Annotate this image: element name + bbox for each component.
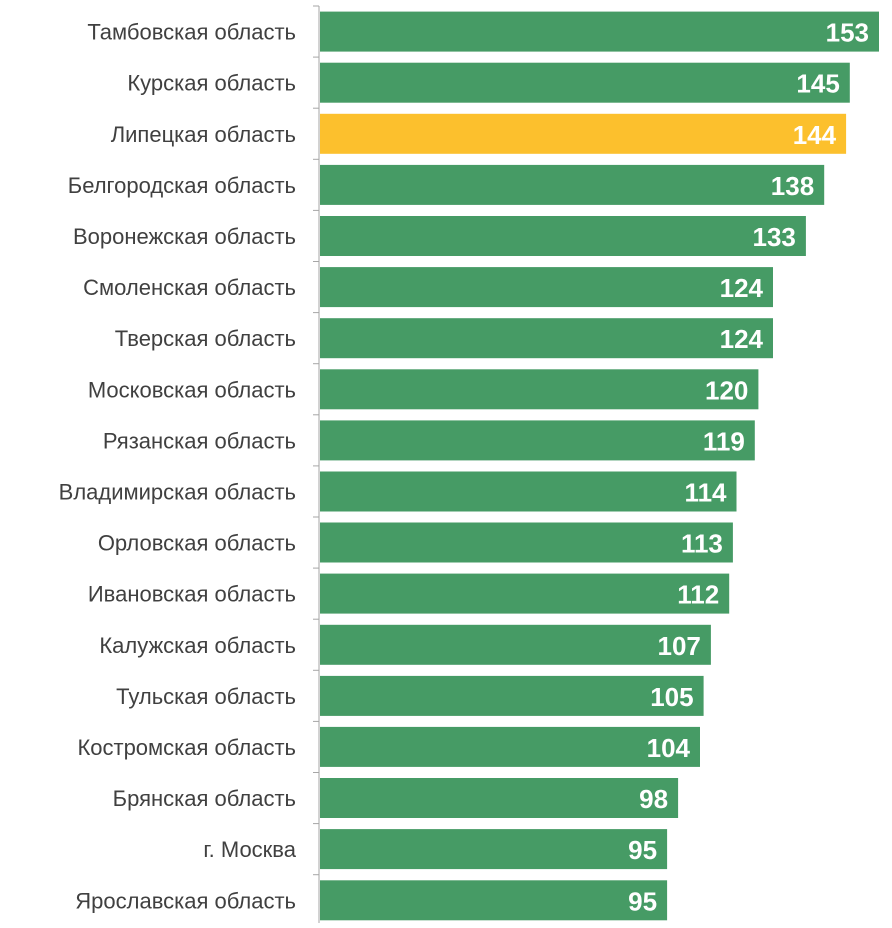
category-axis [313, 5, 320, 923]
bar-тамбовская-область [320, 11, 879, 52]
bar-воронежская-область [320, 216, 806, 256]
category-label: Тульская область [116, 684, 296, 709]
category-label: Курская область [127, 71, 296, 96]
bar-рязанская-область [320, 420, 755, 461]
value-label: 145 [796, 69, 839, 99]
bar-владимирская-область [320, 471, 737, 512]
bar-брянская-область [320, 778, 679, 818]
bar-белгородская-область [320, 164, 825, 205]
value-label: 120 [705, 375, 748, 405]
bar-московская-область [320, 369, 759, 410]
value-label: 112 [677, 580, 719, 610]
category-label: Владимирская область [59, 480, 296, 505]
category-label: Рязанская область [103, 428, 296, 453]
value-label: 124 [720, 273, 764, 303]
category-label: Ивановская область [88, 582, 296, 607]
category-label: г. Москва [203, 837, 296, 862]
category-label: Московская область [88, 377, 296, 402]
value-label: 114 [685, 478, 727, 508]
bar-калужская-область [320, 624, 711, 665]
category-label: Липецкая область [111, 122, 296, 147]
category-label: Воронежская область [73, 224, 296, 249]
bar-тульская-область [320, 675, 704, 716]
bar-костромская-область [320, 726, 700, 767]
value-label: 138 [771, 171, 814, 201]
bar-орловская-область [320, 522, 733, 563]
value-label: 144 [793, 120, 837, 150]
value-labels-layer: 153 145 144 138 133 124 124 120 119 114 113 112 107 1… [628, 18, 869, 917]
category-label: Брянская область [113, 786, 296, 811]
category-label: Ярославская область [75, 888, 296, 913]
value-label: 107 [658, 631, 701, 661]
bar-тверская-область [320, 318, 773, 359]
value-label: 153 [826, 18, 869, 48]
value-label: 98 [639, 784, 668, 814]
category-labels-layer: Тамбовская область Курская область Липецка… [59, 20, 297, 914]
bar-ярославская-область [320, 880, 668, 921]
bar-липецкая-область [320, 113, 847, 154]
value-label: 124 [720, 324, 764, 354]
bar-смоленская-область [320, 267, 773, 308]
value-label: 104 [647, 733, 691, 763]
value-label: 95 [628, 835, 657, 865]
value-label: 133 [753, 222, 796, 252]
value-label: 113 [681, 529, 723, 559]
value-label: 95 [628, 886, 657, 916]
category-label: Тамбовская область [87, 20, 296, 45]
value-label: 105 [650, 682, 693, 712]
category-label: Смоленская область [83, 275, 296, 300]
bar-курская-область [320, 62, 850, 103]
category-label: Белгородская область [68, 173, 296, 198]
category-label: Тверская область [115, 326, 296, 351]
category-label: Калужская область [99, 633, 296, 658]
category-label: Орловская область [98, 531, 296, 556]
category-label: Костромская область [77, 735, 296, 760]
value-label: 119 [703, 426, 745, 456]
bars-layer [320, 11, 879, 921]
bar-г-москва [320, 829, 668, 870]
bar-ивановская-область [320, 573, 730, 614]
